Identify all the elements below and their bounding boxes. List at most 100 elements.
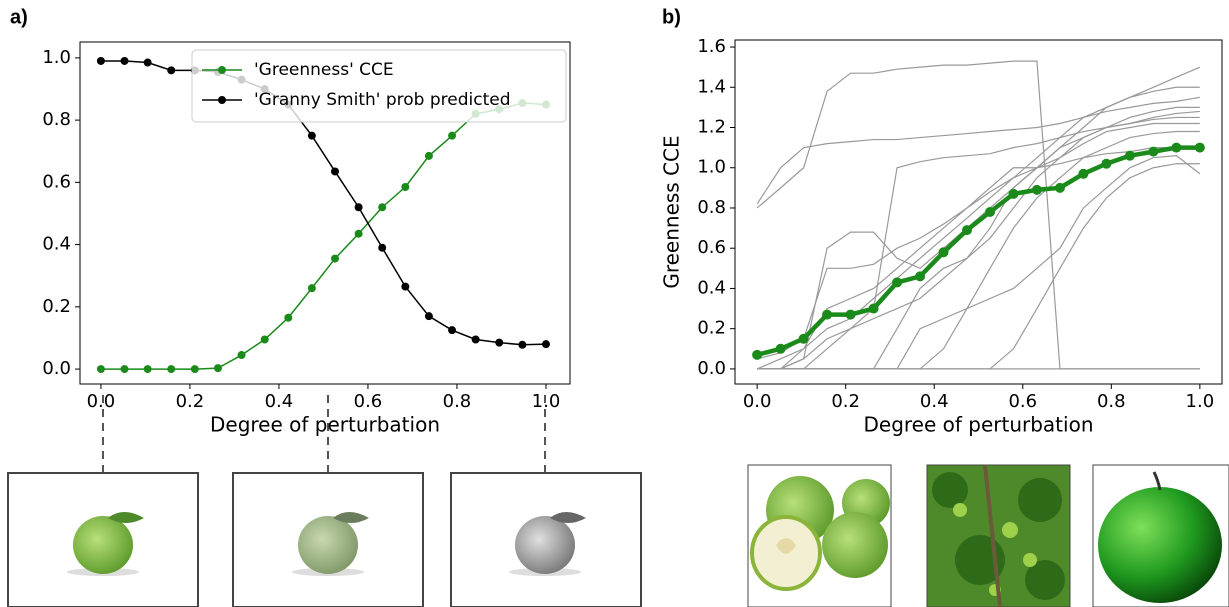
y-tick-label: 0.6: [697, 237, 726, 258]
data-point: [1124, 150, 1135, 161]
data-point: [868, 303, 879, 314]
data-point: [1148, 146, 1159, 157]
x-tick-label: 0.6: [1008, 391, 1037, 412]
data-point: [378, 243, 387, 252]
data-point: [1171, 142, 1182, 153]
data-point: [401, 282, 410, 291]
data-point: [424, 151, 433, 160]
data-point: [822, 309, 833, 320]
y-tick-label: 0.4: [42, 234, 71, 255]
legend-box: [191, 49, 567, 123]
data-point: [96, 56, 105, 65]
y-tick-label: 1.0: [42, 47, 71, 68]
data-point: [775, 343, 786, 354]
y-tick-label: 0.6: [42, 171, 71, 192]
y-tick-label: 0.4: [697, 277, 726, 298]
data-point: [1078, 168, 1089, 179]
data-point: [518, 340, 527, 349]
apples-image: [750, 476, 890, 591]
x-tick-label: 0.2: [176, 391, 205, 412]
data-point: [213, 364, 222, 373]
y-tick-label: 0.0: [697, 358, 726, 379]
x-axis-label: Degree of perturbation: [210, 413, 440, 437]
data-point: [284, 313, 293, 322]
x-tick-label: 0.8: [1097, 391, 1126, 412]
chart: b) 0.0 0.2 0.4 0.6 0.8 1.0 0.0 0.2 0.4 0.6 0.8 1.0 1.…: [660, 6, 1223, 437]
x-tick-label: 0.4: [265, 391, 294, 412]
legend-marker: [218, 66, 226, 74]
data-point: [354, 229, 363, 238]
x-tick-label: 0.8: [443, 391, 472, 412]
legend-label: 'Greenness' CCE: [254, 60, 394, 80]
data-point: [190, 365, 199, 374]
apple-image: [67, 512, 144, 576]
data-point: [354, 203, 363, 212]
data-point: [307, 131, 316, 140]
y-tick-label: 0.8: [42, 109, 71, 130]
x-tick-label: 1.0: [532, 391, 561, 412]
data-point: [845, 309, 856, 320]
data-point: [167, 365, 176, 374]
legend-marker: [218, 96, 226, 104]
data-point: [448, 131, 457, 140]
series-line: [756, 96, 1200, 205]
y-tick-label: 0.2: [42, 296, 71, 317]
data-point: [471, 335, 480, 344]
data-point: [143, 58, 152, 67]
y-tick-label: 0.0: [42, 358, 71, 379]
data-point: [448, 326, 457, 335]
tree-image: [932, 464, 1065, 607]
x-tick-label: 0.4: [920, 391, 949, 412]
panel-label: b): [662, 6, 681, 28]
apple-image: [292, 512, 369, 576]
series-line: [756, 122, 1200, 360]
series-line: [756, 86, 1200, 370]
y-tick-label: 1.6: [697, 36, 726, 57]
apple-image: [509, 512, 586, 576]
data-point: [1101, 158, 1112, 169]
data-point: [1194, 142, 1205, 153]
data-point: [167, 66, 176, 75]
data-point: [331, 167, 340, 176]
data-point: [331, 254, 340, 263]
data-point: [120, 365, 129, 374]
x-tick-label: 1.0: [1186, 391, 1215, 412]
data-point: [1031, 184, 1042, 195]
data-point: [938, 247, 949, 258]
legend: 'Greenness' CCE 'Granny Smith' prob predi…: [191, 49, 567, 123]
data-point: [798, 333, 809, 344]
x-tick-label: 0.0: [743, 391, 772, 412]
data-point: [915, 271, 926, 282]
data-point: [1054, 182, 1065, 193]
chart: a) 0.0 0.2 0.4 0.6 0.8 1.0 0.0 0.2 0.4 0.6 0.8 1.0 De…: [10, 6, 571, 437]
x-tick-label: 0.6: [354, 391, 383, 412]
y-tick-label: 1.4: [697, 76, 726, 97]
legend-label: 'Granny Smith' prob predicted: [254, 90, 511, 110]
y-tick-label: 1.0: [697, 157, 726, 178]
x-tick-label: 0.2: [831, 391, 860, 412]
series-line: [757, 147, 1200, 370]
data-point: [961, 225, 972, 236]
y-tick-label: 1.2: [697, 117, 726, 138]
y-tick-label: 0.2: [697, 318, 726, 339]
series-line: [757, 106, 1200, 370]
y-tick-label: 0.8: [697, 197, 726, 218]
data-point: [892, 277, 903, 288]
panel-label: a): [10, 6, 28, 28]
data-point: [424, 312, 433, 321]
apple-image: [1098, 471, 1222, 603]
image-panels: [7, 395, 1229, 607]
data-point: [541, 340, 550, 349]
data-point: [985, 207, 996, 217]
data-point: [1008, 188, 1019, 199]
data-point: [495, 338, 504, 347]
data-point: [307, 284, 316, 293]
data-point: [260, 335, 269, 344]
y-axis-label: Greenness CCE: [660, 135, 684, 288]
data-point: [378, 203, 387, 212]
data-point: [96, 365, 105, 374]
data-point: [237, 351, 246, 360]
data-point: [143, 365, 152, 374]
x-axis-label: Degree of perturbation: [863, 413, 1093, 437]
